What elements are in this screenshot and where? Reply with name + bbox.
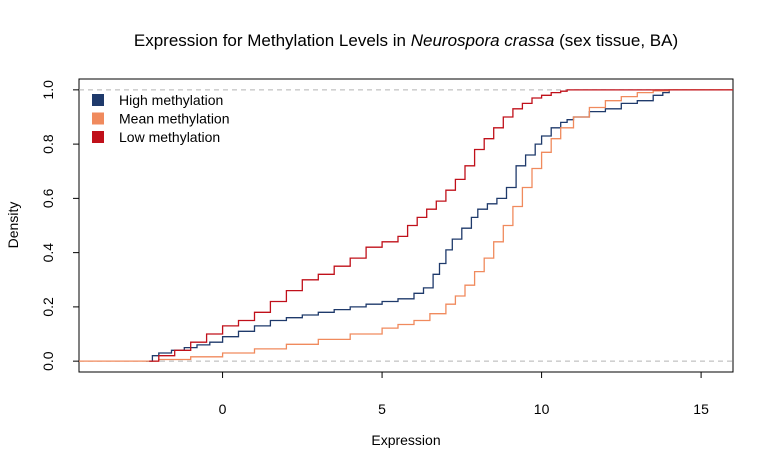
legend-label-2: Low methylation xyxy=(119,129,220,145)
legend-swatch-1 xyxy=(92,112,104,125)
chart-title-prefix: Expression for Methylation Levels in xyxy=(134,31,411,50)
legend-label-0: High methylation xyxy=(119,92,223,108)
legend-label-1: Mean methylation xyxy=(119,111,230,127)
x-tick-label-2: 10 xyxy=(534,401,550,417)
series-line-2 xyxy=(149,89,733,362)
chart-title-italic: Neurospora crassa xyxy=(411,31,555,50)
y-tick-label-5: 1.0 xyxy=(40,80,56,100)
x-tick-label-3: 15 xyxy=(693,401,709,417)
y-tick-label-3: 0.6 xyxy=(40,188,56,208)
y-tick-label-0: 0.0 xyxy=(40,351,56,371)
x-tick-label-1: 5 xyxy=(378,401,386,417)
legend: High methylation Mean methylation Low meth… xyxy=(92,92,230,145)
y-tick-label-1: 0.2 xyxy=(40,297,56,317)
x-axis: 0 5 10 15 xyxy=(219,372,709,417)
legend-swatch-0 xyxy=(92,94,104,106)
legend-swatch-2 xyxy=(92,131,104,143)
x-tick-label-0: 0 xyxy=(219,401,227,417)
y-tick-label-2: 0.4 xyxy=(40,243,56,263)
plot-frame xyxy=(78,78,734,373)
chart-title-suffix: (sex tissue, BA) xyxy=(554,31,678,50)
y-axis-label: Density xyxy=(5,202,21,249)
chart-title: Expression for Methylation Levels in Neu… xyxy=(134,31,678,50)
y-tick-label-4: 0.8 xyxy=(40,134,56,154)
series-layer xyxy=(79,89,733,362)
x-axis-label: Expression xyxy=(371,432,440,448)
series-line-1 xyxy=(79,89,733,362)
y-axis: 0.0 0.2 0.4 0.6 0.8 1.0 xyxy=(40,80,79,371)
